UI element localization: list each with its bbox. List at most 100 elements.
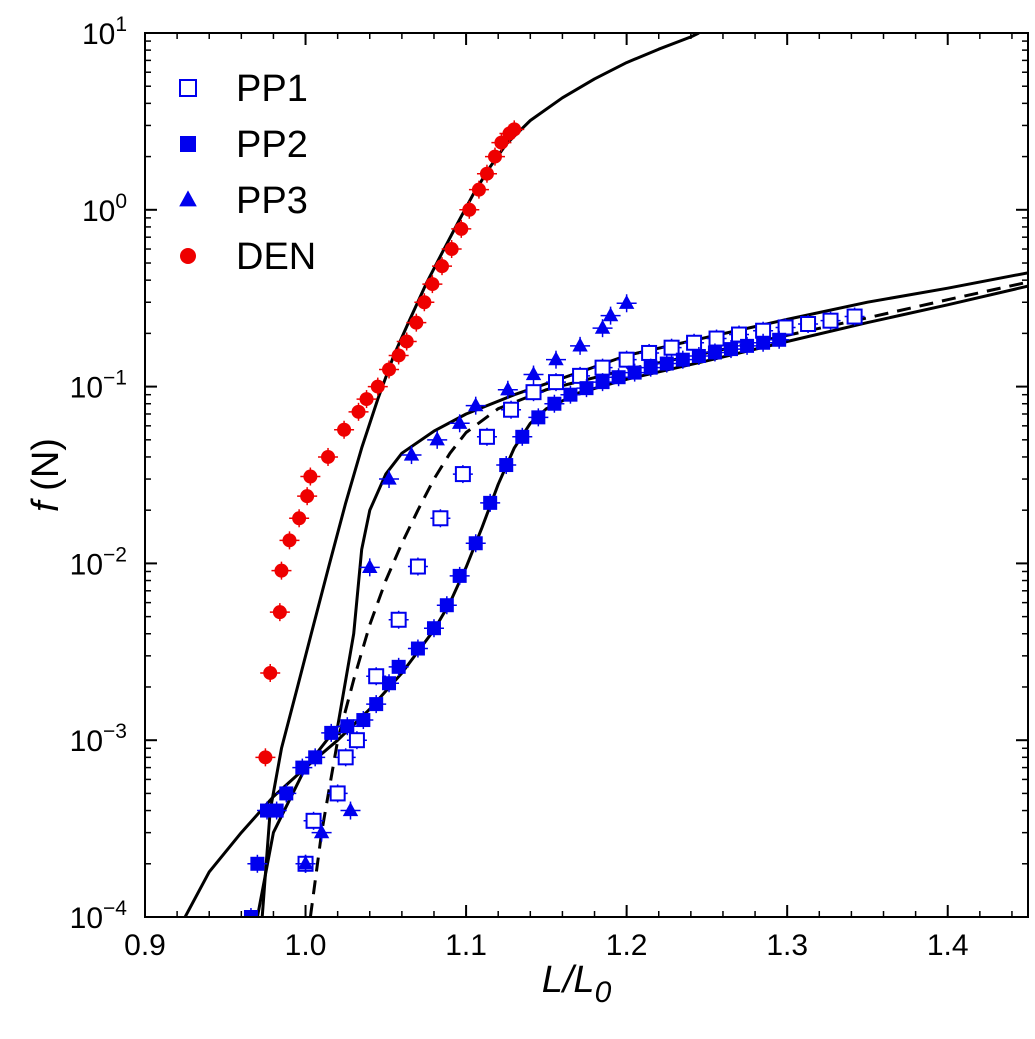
data-point [303,469,318,484]
data-point [180,136,196,152]
data-point [468,397,484,412]
legend-item-pp3: PP3 [179,180,308,222]
data-point [292,511,307,526]
data-point [409,558,426,575]
data-point [579,381,594,396]
data-point [777,319,794,336]
data-point [426,621,441,636]
data-point [399,334,414,349]
data-point [675,352,690,367]
data-point [454,221,469,236]
x-tick-label: 0.9 [124,929,166,962]
data-point [321,449,336,464]
data-point [548,351,564,366]
x-tick-label: 1.1 [445,929,487,962]
data-point [708,330,725,347]
data-point [800,315,817,332]
x-tick-label: 1.3 [766,929,808,962]
data-point [369,697,384,712]
data-point [483,495,498,510]
data-point [308,750,323,765]
data-point [641,344,658,361]
fit-curve [260,33,700,917]
data-point [547,374,564,391]
data-point [381,470,397,485]
data-point [451,414,468,429]
data-point [500,381,516,396]
data-point [452,568,467,583]
x-tick-label: 1.0 [285,929,327,962]
data-point [756,335,771,350]
legend-label: PP2 [236,124,308,166]
data-point [356,713,371,728]
data-point [391,348,406,363]
y-tick-label: 10−3 [70,720,127,758]
data-point [342,802,359,817]
data-point [370,379,385,394]
data-point [313,824,330,839]
data-point [390,611,407,628]
fit-curve [308,280,1028,917]
data-point [243,910,258,917]
y-tick-label: 10−4 [70,897,128,935]
data-point [478,428,495,445]
data-point [547,396,562,411]
data-point [272,605,287,620]
data-point [468,536,483,551]
data-point [258,750,273,765]
data-point [439,598,454,613]
data-point [454,466,471,483]
data-point [409,315,424,330]
data-point [515,429,530,444]
data-point [479,166,494,181]
axis-ticks: 0.9 1.0 1.1 1.2 1.3 1.4 10−4 10−3 10−2 10−1 100 101 [70,13,1028,962]
x-tick-label: 1.4 [927,929,969,962]
series-pp1 [295,307,865,873]
fit-curve [255,271,1028,917]
data-point [351,404,366,419]
data-point [772,332,787,347]
data-point [627,365,642,380]
data-point [723,342,738,357]
data-point [499,458,514,473]
y-axis-label: f (N) [25,438,67,512]
data-point [531,410,546,425]
data-point [563,387,578,402]
data-point [300,489,315,504]
data-point [432,510,449,527]
data-point [263,665,278,680]
data-point [444,242,459,257]
data-point [462,202,477,217]
plot-frame [144,32,1029,918]
data-point [359,392,374,407]
data-point [179,190,197,207]
data-point [572,337,588,352]
data-point [279,786,294,801]
data-point [329,785,346,802]
data-point [410,641,425,656]
data-point [846,308,863,325]
data-point [602,307,619,322]
data-point [337,749,354,766]
data-point [297,855,314,870]
data-point [740,338,755,353]
y-tick-label: 100 [82,190,127,228]
data-point [487,149,502,164]
series-pp3 [295,294,637,873]
data-point [429,431,445,446]
data-point [594,319,611,334]
data-point [362,558,378,573]
data-point [822,312,839,329]
legend-item-pp2: PP2 [180,124,308,166]
series-den [255,120,525,767]
x-tick-label: 1.2 [606,929,648,962]
data-point [391,659,406,674]
data-point [594,359,611,376]
series-pp2 [240,330,790,917]
data-point [403,446,420,461]
data-point [525,366,542,381]
data-point [425,277,440,292]
y-tick-label: 10−2 [70,543,127,581]
data-point [324,725,339,740]
